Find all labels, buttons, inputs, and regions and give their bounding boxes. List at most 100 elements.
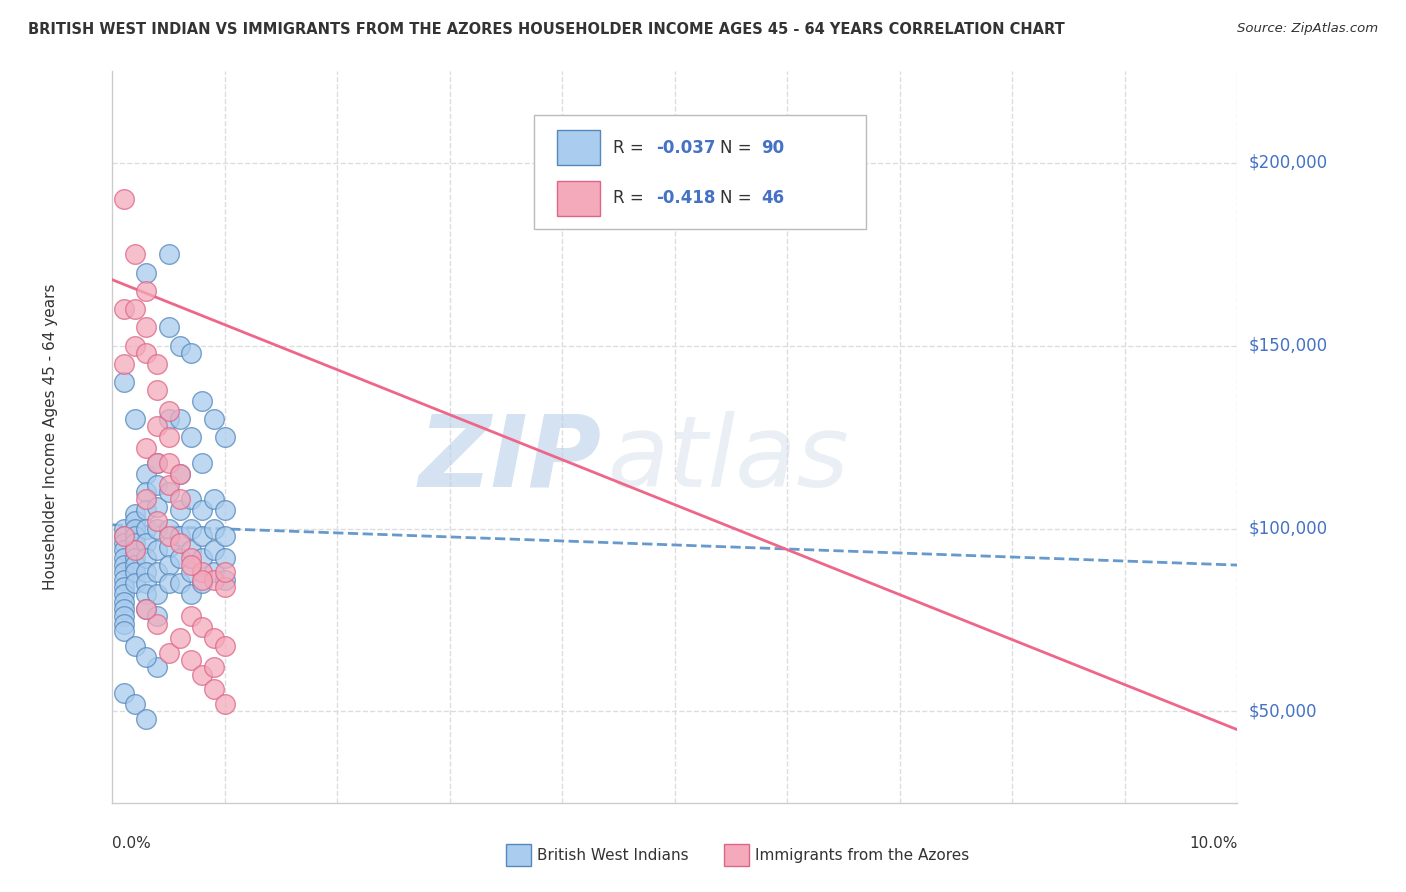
Bar [557,181,599,216]
Point [180,492,202,507]
Point [124,576,146,591]
Text: British West Indians: British West Indians [537,848,689,863]
Text: 46: 46 [762,189,785,208]
Point [112,573,135,587]
Point [112,566,135,580]
Point [169,529,191,543]
Point [124,507,146,521]
Point [157,430,180,444]
Point [157,646,180,660]
Point [214,573,236,587]
Point [202,660,225,674]
Point [202,573,225,587]
Text: R =: R = [613,138,650,156]
Point [112,616,135,631]
Point [169,338,191,352]
Point [169,492,191,507]
Point [112,192,135,206]
Point [180,430,202,444]
Point [157,247,180,261]
Point [169,550,191,565]
Text: Source: ZipAtlas.com: Source: ZipAtlas.com [1237,22,1378,36]
Point [157,404,180,418]
Point [135,492,157,507]
Point [112,686,135,700]
Point [112,521,135,535]
Point [191,503,214,517]
Text: -0.037: -0.037 [655,138,716,156]
Point [191,393,214,408]
Point [180,521,202,535]
Point [180,550,202,565]
Point [191,566,214,580]
Point [157,521,180,535]
Point [180,653,202,667]
Point [135,587,157,601]
Point [202,632,225,646]
Point [157,558,180,573]
Point [124,529,146,543]
Point [146,383,169,397]
Point [124,536,146,550]
Point [124,543,146,558]
Point [112,375,135,389]
Point [124,514,146,528]
Point [157,576,180,591]
Point [146,500,169,514]
Point [135,484,157,499]
Point [157,484,180,499]
Point [135,346,157,360]
Text: $100,000: $100,000 [1249,519,1327,538]
Text: $150,000: $150,000 [1249,336,1327,355]
Point [124,550,146,565]
Point [124,543,146,558]
Point [169,503,191,517]
Point [135,536,157,550]
Point [191,550,214,565]
Point [112,543,135,558]
Point [214,503,236,517]
Point [124,411,146,425]
Point [191,573,214,587]
Point [135,320,157,334]
Point [112,536,135,550]
Text: BRITISH WEST INDIAN VS IMMIGRANTS FROM THE AZORES HOUSEHOLDER INCOME AGES 45 - 6: BRITISH WEST INDIAN VS IMMIGRANTS FROM T… [28,22,1064,37]
Point [202,521,225,535]
Point [169,467,191,481]
Point [214,529,236,543]
Point [146,456,169,470]
Point [169,411,191,425]
Point [191,456,214,470]
Point [146,514,169,528]
Point [214,430,236,444]
Point [146,477,169,491]
Point [202,543,225,558]
Text: Immigrants from the Azores: Immigrants from the Azores [755,848,969,863]
Point [202,492,225,507]
Point [157,411,180,425]
Point [124,338,146,352]
Point [180,346,202,360]
Point [157,477,180,491]
Point [180,543,202,558]
Point [202,682,225,697]
Point [202,566,225,580]
Point [169,467,191,481]
Text: 10.0%: 10.0% [1189,836,1237,851]
Point [135,503,157,517]
Point [112,558,135,573]
Text: atlas: atlas [607,410,849,508]
Point [146,521,169,535]
Point [135,566,157,580]
Point [135,521,157,535]
Text: 90: 90 [762,138,785,156]
Text: $50,000: $50,000 [1249,702,1317,721]
Point [112,580,135,594]
Point [191,576,214,591]
Point [124,697,146,711]
Point [135,649,157,664]
Text: Householder Income Ages 45 - 64 years: Householder Income Ages 45 - 64 years [44,284,58,591]
Point [112,529,135,543]
Point [146,543,169,558]
Point [124,301,146,316]
